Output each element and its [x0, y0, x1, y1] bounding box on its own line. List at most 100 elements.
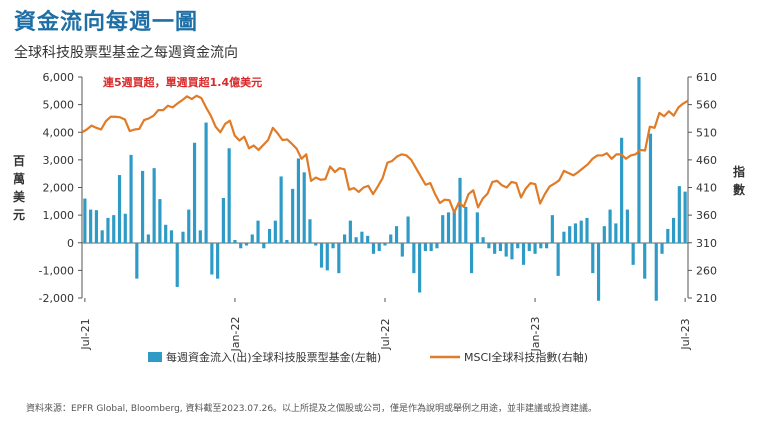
right-tick-label: 460 [696, 154, 717, 167]
flow-bar [94, 210, 99, 243]
flow-bar [221, 198, 225, 243]
flow-bar [348, 220, 352, 243]
flow-bar [412, 243, 416, 274]
flow-bar [683, 191, 687, 243]
left-tick-label: 2,000 [43, 182, 75, 195]
flow-bar [377, 243, 381, 252]
left-tick-label: 6,000 [43, 71, 75, 84]
flow-bar [112, 215, 116, 244]
flow-bar [458, 177, 462, 243]
right-axis-label: 指數 [732, 165, 745, 197]
flow-bar [331, 243, 335, 249]
right-tick-label: 360 [696, 209, 717, 222]
flow-bar [146, 234, 150, 243]
flow-bar [314, 243, 318, 246]
flow-bar [666, 228, 670, 243]
legend-bar-swatch [148, 352, 162, 362]
flow-bar [579, 220, 583, 243]
flow-bar [152, 168, 156, 243]
flow-bar [469, 243, 474, 274]
left-tick-label: 0 [67, 237, 74, 250]
flow-bar [429, 243, 433, 252]
flow-bar [175, 243, 179, 287]
flow-bar [446, 212, 451, 243]
x-tick-label: Jul-23 [679, 318, 692, 350]
flow-bar [129, 154, 133, 243]
flow-bar [279, 176, 283, 243]
right-tick-label: 410 [696, 182, 717, 195]
flow-bar [602, 226, 606, 243]
flow-bar [262, 243, 266, 249]
flow-bar [435, 243, 439, 249]
flow-bar [539, 243, 543, 249]
flow-bar [187, 209, 191, 243]
flow-bar [671, 217, 676, 243]
flow-bar [550, 215, 554, 244]
flow-bar [123, 213, 127, 243]
x-tick-label: Jul-21 [79, 318, 92, 350]
right-tick-label: 560 [696, 99, 717, 112]
flow-bar [273, 220, 277, 243]
flow-bar [141, 170, 145, 243]
flow-bar [360, 231, 364, 243]
flow-bar [608, 209, 612, 243]
page-subtitle: 全球科技股票型基金之每週資金流向 [14, 45, 238, 61]
msci-index-line [81, 94, 689, 214]
flow-bar [533, 243, 537, 254]
flow-bar [493, 243, 497, 254]
flow-bar [250, 234, 254, 243]
left-axis-label: 百萬美元 [12, 154, 25, 222]
flow-bar [394, 226, 399, 243]
flow-bar [643, 243, 647, 279]
flow-bar [452, 210, 456, 243]
left-tick-label: 3,000 [43, 154, 75, 167]
flow-bar [216, 243, 220, 279]
flow-bar [227, 148, 231, 243]
flow-bar [464, 206, 468, 243]
flow-bar [498, 243, 503, 252]
right-tick-label: 210 [696, 292, 717, 305]
flow-bar [418, 243, 422, 293]
flow-bar [620, 137, 624, 243]
flow-bar [210, 243, 214, 275]
flow-bar [106, 217, 110, 243]
flow-bar [239, 243, 243, 249]
flow-bar [568, 226, 572, 243]
flow-bar [158, 199, 162, 243]
flow-bar [510, 243, 514, 260]
right-tick-label: 310 [696, 237, 717, 250]
flow-bar [562, 231, 566, 243]
left-tick-label: 1,000 [43, 209, 75, 222]
flow-bar [169, 230, 174, 243]
flow-bar [181, 231, 185, 243]
flow-bar [302, 172, 306, 243]
flow-bar [291, 188, 295, 243]
left-tick-label: 5,000 [43, 99, 75, 112]
chart-annotation: 連5週買超，單週買超1.4億美元 [103, 75, 262, 89]
flow-bar [521, 243, 526, 265]
flow-bar [487, 243, 491, 249]
flow-bar [366, 235, 370, 243]
flow-bar [244, 243, 249, 246]
flow-bar [677, 186, 681, 243]
flow-bar [198, 230, 202, 243]
page-title: 資金流向每週一圖 [14, 10, 199, 35]
flow-bar [256, 220, 260, 243]
flow-bar [233, 239, 237, 243]
flow-bar [556, 243, 560, 276]
flow-bar [585, 217, 589, 243]
flow-bar [296, 158, 301, 243]
flow-bar [192, 142, 197, 243]
flow-bar [654, 243, 658, 301]
flow-bar [660, 243, 664, 254]
flow-bar [319, 243, 324, 268]
flow-bar [591, 243, 595, 274]
legend-line-label: MSCI全球科技指數(右軸) [464, 350, 588, 364]
flow-bar [337, 243, 341, 274]
legend-bar-label: 每週資金流入(出)全球科技股票型基金(左軸) [166, 350, 381, 364]
flow-bar [325, 243, 329, 271]
flow-bar [371, 243, 376, 254]
x-tick-label: Jul-22 [379, 318, 392, 350]
flow-bar [573, 223, 578, 243]
flow-bar [441, 215, 445, 244]
